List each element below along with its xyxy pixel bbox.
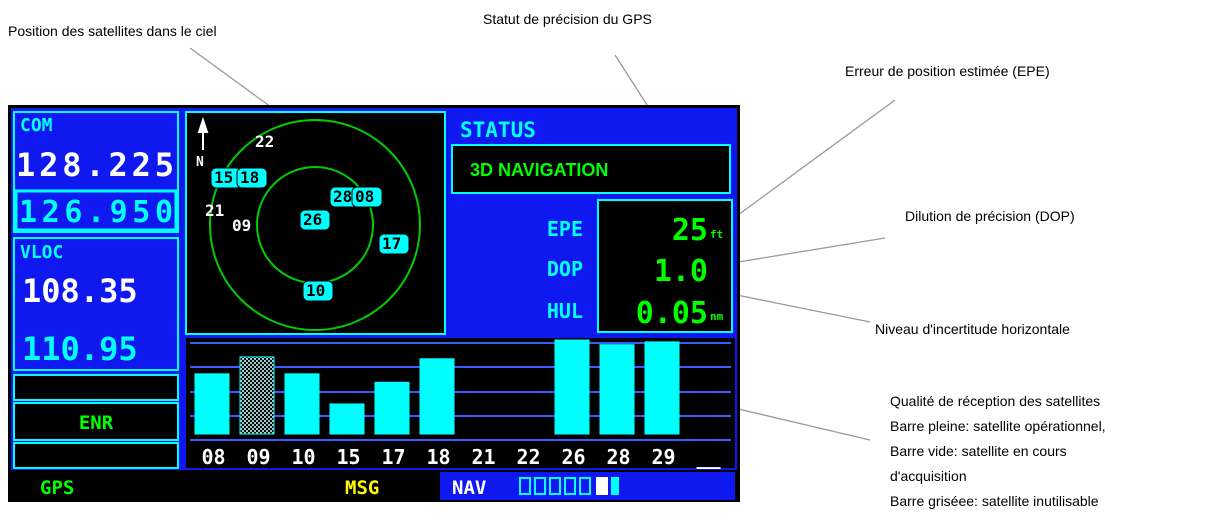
channel-label: 29 <box>651 445 675 469</box>
signal-bar <box>240 357 274 434</box>
dop-label: DOP <box>547 257 583 281</box>
hul-unit: nm <box>710 310 724 323</box>
signal-bar <box>555 340 589 434</box>
vloc-active: 108.35 <box>22 272 138 310</box>
vloc-label: VLOC <box>20 242 63 263</box>
annotation-line: Barre pleine: satellite opérationnel, <box>890 418 1106 434</box>
satellite-label: 26 <box>303 210 322 229</box>
signal-bar <box>330 404 364 434</box>
signal-bar <box>645 342 679 434</box>
epe-label: EPE <box>547 217 583 241</box>
annotation-block: Qualité de réception des satellites Barre… <box>890 393 1106 509</box>
hul-label: HUL <box>547 299 583 323</box>
vloc-standby: 110.95 <box>22 330 138 368</box>
nav-status: 3D NAVIGATION <box>470 160 608 180</box>
satellite-label: 18 <box>240 168 259 187</box>
channel-label: 28 <box>606 445 630 469</box>
annotation: Niveau d'incertitude horizontale <box>875 321 1070 337</box>
satellite-label: 22 <box>255 132 274 151</box>
annotation: Statut de précision du GPS <box>483 11 652 27</box>
blank-box <box>14 443 178 468</box>
satellite-label: 15 <box>214 168 233 187</box>
leader-line <box>722 292 870 322</box>
satellite-label: 09 <box>232 216 251 235</box>
satellite-label: 21 <box>205 201 224 220</box>
blank-box <box>14 375 178 400</box>
satellite-label: 28 <box>333 187 352 206</box>
mode: ENR <box>79 412 114 434</box>
signal-bar <box>600 345 634 434</box>
signal-bar <box>420 359 454 434</box>
channel-label: 10 <box>291 445 315 469</box>
leader-line <box>720 238 885 265</box>
com-label: COM <box>20 115 53 136</box>
page: Position des satellites dans le ciel Sta… <box>0 0 1232 523</box>
signal-bar <box>285 374 319 434</box>
msg[interactable]: MSG <box>345 477 379 499</box>
annotation-line: d'acquisition <box>890 468 967 484</box>
status-title: STATUS <box>460 118 536 142</box>
signal-bar <box>195 374 229 434</box>
epe-unit: ft <box>710 228 723 241</box>
annotation-line: Barre vide: satellite en cours <box>890 443 1067 459</box>
channel-label: __ <box>696 445 721 469</box>
annotation-line: Qualité de réception des satellites <box>890 393 1100 409</box>
epe-value: 25 <box>672 213 708 248</box>
signal-bar <box>375 382 409 434</box>
satellite-label: 17 <box>382 234 401 253</box>
annotation: Position des satellites dans le ciel <box>8 23 217 39</box>
satellite-label: 08 <box>355 187 374 206</box>
channel-label: 08 <box>201 445 225 469</box>
com-active: 128.225 <box>16 146 174 184</box>
com-standby: 126.950 <box>19 195 173 230</box>
channel-label: 15 <box>336 445 360 469</box>
channel-label: 26 <box>561 445 585 469</box>
footer-mode: GPS <box>40 477 74 499</box>
channel-label: 17 <box>381 445 405 469</box>
channel-label: 09 <box>246 445 270 469</box>
channel-label: 18 <box>426 445 450 469</box>
nav-label: NAV <box>452 477 486 499</box>
annotation: Erreur de position estimée (EPE) <box>845 63 1050 79</box>
north-label: N <box>196 155 204 170</box>
annotation-line: Barre griséee: satellite inutilisable <box>890 493 1099 509</box>
channel-label: 22 <box>516 445 540 469</box>
hul-value: 0.05 <box>636 296 708 331</box>
annotation: Dilution de précision (DOP) <box>905 208 1075 224</box>
satellite-label: 10 <box>306 281 325 300</box>
channel-label: 21 <box>471 445 495 469</box>
leader-line <box>738 100 895 215</box>
dop-value: 1.0 <box>654 254 708 289</box>
